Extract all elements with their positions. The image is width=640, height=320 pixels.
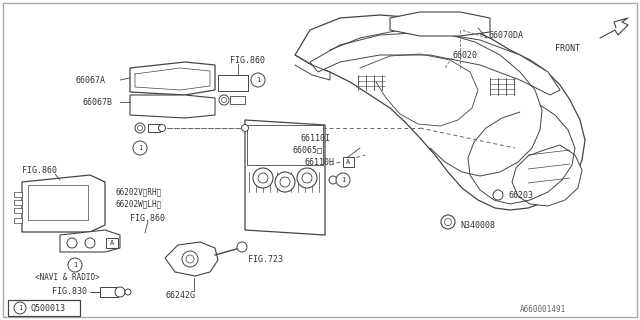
- Bar: [218, 75, 248, 91]
- Circle shape: [138, 125, 143, 131]
- Circle shape: [135, 123, 145, 133]
- Text: Q500013: Q500013: [30, 303, 65, 313]
- Text: 66067A: 66067A: [75, 76, 105, 84]
- Text: 1: 1: [341, 177, 345, 183]
- Circle shape: [186, 255, 194, 263]
- Text: 66242G: 66242G: [165, 291, 195, 300]
- Circle shape: [241, 124, 248, 132]
- Circle shape: [493, 190, 503, 200]
- Circle shape: [336, 173, 350, 187]
- Circle shape: [302, 173, 312, 183]
- Bar: [247, 125, 323, 165]
- Circle shape: [67, 238, 77, 248]
- Bar: [14, 200, 22, 205]
- Text: 66065□: 66065□: [292, 146, 322, 155]
- Circle shape: [14, 302, 26, 314]
- Circle shape: [280, 177, 290, 187]
- Polygon shape: [390, 12, 490, 36]
- Bar: [14, 192, 22, 197]
- Text: FIG.860: FIG.860: [230, 55, 265, 65]
- Circle shape: [441, 215, 455, 229]
- Polygon shape: [295, 15, 585, 210]
- Circle shape: [253, 168, 273, 188]
- Text: FIG.860: FIG.860: [130, 213, 165, 222]
- Text: N340008: N340008: [460, 220, 495, 229]
- Text: 1: 1: [73, 262, 77, 268]
- Polygon shape: [130, 62, 215, 95]
- Text: 66202W〈LH〉: 66202W〈LH〉: [115, 199, 161, 209]
- Circle shape: [115, 287, 125, 297]
- Circle shape: [219, 95, 229, 105]
- Circle shape: [221, 98, 227, 102]
- Bar: [100, 287, 118, 297]
- Circle shape: [297, 168, 317, 188]
- Text: FRONT: FRONT: [555, 44, 580, 52]
- Bar: [148, 124, 160, 132]
- Text: 1: 1: [256, 77, 260, 83]
- Bar: [342, 157, 353, 167]
- Text: FIG.830: FIG.830: [52, 287, 87, 297]
- Circle shape: [182, 251, 198, 267]
- Polygon shape: [130, 95, 215, 118]
- Circle shape: [159, 124, 166, 132]
- Text: A: A: [346, 159, 350, 165]
- Circle shape: [133, 141, 147, 155]
- Text: FIG.723: FIG.723: [248, 255, 283, 265]
- Polygon shape: [60, 230, 120, 252]
- Bar: [14, 208, 22, 213]
- Polygon shape: [245, 120, 325, 235]
- Circle shape: [258, 173, 268, 183]
- Polygon shape: [165, 242, 218, 276]
- Text: <NAVI & RADIO>: <NAVI & RADIO>: [35, 274, 100, 283]
- Circle shape: [125, 289, 131, 295]
- Bar: [230, 96, 245, 104]
- Text: A: A: [110, 240, 114, 246]
- Circle shape: [237, 242, 247, 252]
- Circle shape: [275, 172, 295, 192]
- Text: 66070DA: 66070DA: [488, 30, 523, 39]
- Circle shape: [85, 238, 95, 248]
- Bar: [14, 218, 22, 223]
- Text: 66020: 66020: [452, 51, 477, 60]
- Text: 66110H: 66110H: [304, 157, 334, 166]
- Circle shape: [70, 241, 74, 245]
- Text: 1: 1: [18, 305, 22, 311]
- Bar: [106, 238, 118, 248]
- Text: 66203: 66203: [508, 190, 533, 199]
- Circle shape: [445, 219, 451, 226]
- Text: 66110I: 66110I: [300, 133, 330, 142]
- Polygon shape: [22, 175, 105, 232]
- Text: 66067B: 66067B: [82, 98, 112, 107]
- Text: FIG.860: FIG.860: [22, 165, 57, 174]
- Polygon shape: [512, 145, 582, 206]
- Circle shape: [329, 176, 337, 184]
- Bar: [28, 185, 88, 220]
- Bar: [8, 300, 80, 316]
- Circle shape: [251, 73, 265, 87]
- Text: 1: 1: [138, 145, 142, 151]
- Circle shape: [68, 258, 82, 272]
- Text: A660001491: A660001491: [520, 306, 566, 315]
- Text: 66202V〈RH〉: 66202V〈RH〉: [115, 188, 161, 196]
- Polygon shape: [310, 32, 560, 95]
